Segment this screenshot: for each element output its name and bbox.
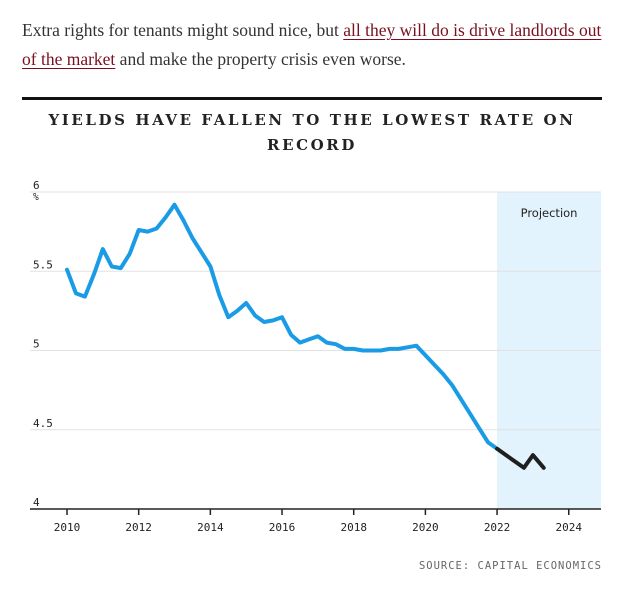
series-line-actual [65,202,500,451]
article-text-after: and make the property crisis even worse. [115,49,406,69]
x-tick-label: 2020 [412,521,439,534]
x-tick-label: 2018 [340,521,367,534]
article-text-before: Extra rights for tenants might sound nic… [22,20,344,40]
x-tick-label: 2024 [555,521,582,534]
x-tick-label: 2022 [484,521,511,534]
chart-source: SOURCE: CAPITAL ECONOMICS [418,560,602,572]
y-tick-label: 6 [33,179,40,192]
y-tick-label: 5.5 [33,258,53,271]
article-link[interactable]: all they will do is drive landlords out … [22,20,602,69]
y-tick-label: 4 [33,496,40,509]
chart-top-rule [22,97,602,100]
y-axis-unit: % [33,192,39,203]
chart-title: YIELDS HAVE FALLEN TO THE LOWEST RATE ON… [48,111,576,154]
x-tick-label: 2014 [197,521,224,534]
series-line-projection [495,446,546,470]
x-tick-label: 2016 [269,521,296,534]
x-tick-label: 2012 [125,521,152,534]
article-paragraph: Extra rights for tenants might sound nic… [22,16,612,74]
x-tick-label: 2010 [54,521,81,534]
y-tick-label: 5 [33,338,40,351]
projection-label: Projection [521,206,578,220]
y-tick-label: 4.5 [33,417,53,430]
